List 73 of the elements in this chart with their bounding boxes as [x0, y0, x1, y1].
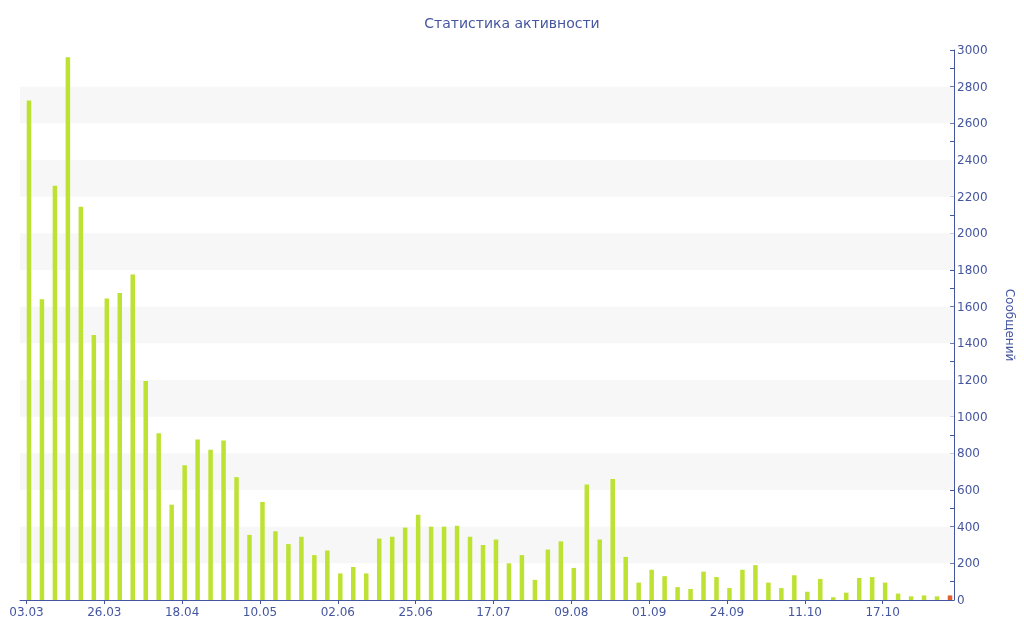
bar — [753, 565, 758, 600]
y-tick-label: 1800 — [957, 263, 988, 277]
bar — [740, 569, 745, 600]
y-tick-label: 0 — [957, 593, 965, 607]
bar — [325, 550, 330, 600]
chart-title: Статистика активности — [424, 15, 600, 31]
y-axis-title: Сообщений — [1003, 288, 1017, 362]
bar — [260, 501, 265, 600]
bar — [299, 536, 304, 600]
bar — [247, 534, 252, 600]
y-tick-label: 1600 — [957, 299, 988, 314]
bar — [286, 544, 291, 600]
x-tick-label: 02.06 — [320, 605, 355, 619]
bar — [947, 595, 953, 600]
bar — [273, 531, 278, 600]
bar — [338, 573, 343, 600]
bar — [934, 596, 940, 600]
bar — [727, 588, 732, 600]
x-tick-label: 24.09 — [709, 605, 745, 619]
y-tick-label: 2000 — [957, 226, 988, 241]
bar — [688, 589, 693, 600]
y-tick-label: 800 — [957, 446, 980, 461]
bar — [221, 440, 226, 600]
y-tick-label: 400 — [957, 519, 980, 534]
bar — [169, 504, 174, 600]
x-tick-label: 18.04 — [164, 605, 200, 619]
bar — [675, 587, 680, 600]
bar — [195, 439, 200, 600]
x-tick-label: 26.03 — [87, 605, 122, 619]
bar — [714, 577, 719, 600]
bar — [701, 571, 706, 600]
y-tick-label: 2400 — [957, 153, 988, 167]
bar — [830, 597, 836, 600]
bar — [506, 563, 512, 600]
bar — [766, 582, 771, 600]
bar — [363, 573, 369, 600]
x-tick-label: 01.09 — [631, 605, 667, 619]
bar — [130, 274, 135, 600]
x-tick-label: 25.06 — [398, 605, 433, 619]
x-tick-label: 11.10 — [787, 605, 822, 619]
bar — [908, 596, 914, 600]
y-tick-label: 600 — [957, 483, 980, 497]
y-tick-label: 2600 — [957, 116, 988, 131]
bar — [234, 477, 239, 600]
bar — [208, 449, 213, 600]
y-tick-label: 2800 — [957, 79, 988, 94]
y-tick-label: 1000 — [957, 409, 988, 424]
y-tick-label: 200 — [957, 556, 980, 571]
x-tick-label: 17.10 — [865, 605, 900, 619]
bar — [662, 576, 667, 600]
bar — [805, 591, 810, 600]
bar — [182, 465, 187, 600]
y-tick-label: 3000 — [957, 43, 988, 57]
y-tick-label: 2200 — [957, 189, 988, 204]
bar — [792, 575, 797, 600]
bar — [818, 578, 823, 600]
bar — [636, 582, 641, 600]
bar — [312, 555, 317, 600]
bar — [610, 479, 615, 600]
y-tick-label: 1200 — [957, 373, 988, 387]
bar — [143, 380, 148, 600]
x-tick-label: 10.05 — [242, 605, 278, 619]
bar — [156, 433, 161, 600]
bar — [921, 595, 927, 600]
bar — [351, 567, 356, 600]
bar — [623, 556, 628, 600]
bar — [779, 588, 784, 600]
x-tick-label: 03.03 — [9, 605, 44, 619]
y-tick-label: 1400 — [957, 336, 988, 351]
bar — [597, 539, 602, 600]
bar — [649, 569, 654, 600]
x-tick-label: 09.08 — [554, 605, 589, 619]
x-tick-label: 17.07 — [476, 605, 511, 619]
